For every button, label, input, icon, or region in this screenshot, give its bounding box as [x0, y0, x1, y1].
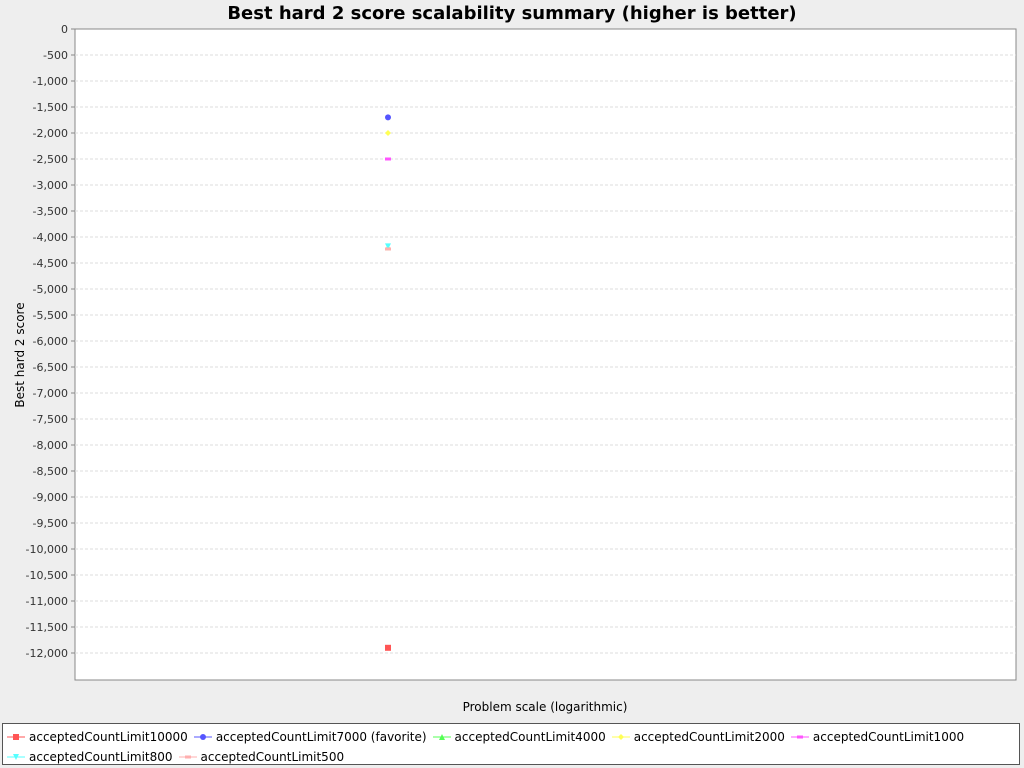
legend-item: acceptedCountLimit500	[178, 747, 345, 767]
y-tick-label: -7,000	[33, 387, 68, 400]
data-point	[385, 247, 391, 251]
data-point	[385, 157, 391, 161]
data-point	[385, 130, 391, 136]
y-tick-label: -10,500	[26, 569, 68, 582]
y-tick-label: -4,500	[33, 257, 68, 270]
y-tick-label: -6,500	[33, 361, 68, 374]
legend-swatch	[193, 734, 212, 740]
legend-item: acceptedCountLimit1000	[790, 727, 965, 747]
y-tick-label: -2,000	[33, 127, 68, 140]
legend-swatch	[611, 734, 630, 740]
y-tick-label: -5,500	[33, 309, 68, 322]
legend-item: acceptedCountLimit4000	[432, 727, 606, 747]
data-point	[385, 114, 391, 121]
y-tick-label: -3,500	[33, 205, 68, 218]
legend-item: acceptedCountLimit800	[7, 747, 173, 767]
legend-label: acceptedCountLimit4000	[454, 730, 606, 744]
legend-swatch	[790, 735, 809, 739]
legend-label: acceptedCountLimit1000	[812, 730, 965, 744]
legend-item: acceptedCountLimit2000	[611, 727, 785, 747]
y-tick-label: -8,500	[33, 465, 68, 478]
y-tick-label: -1,000	[33, 75, 68, 88]
y-tick-label: -1,500	[33, 101, 68, 114]
y-tick-label: -2,500	[33, 153, 68, 166]
y-tick-label: -11,500	[26, 621, 68, 634]
legend: acceptedCountLimit10000 acceptedCountLimi…	[2, 723, 1020, 765]
legend-swatch	[7, 754, 25, 760]
y-tick-label: -11,000	[26, 595, 68, 608]
data-point	[385, 644, 391, 651]
y-tick-label: -4,000	[33, 231, 68, 244]
y-axis-label: Best hard 2 score	[13, 302, 27, 407]
y-tick-label: -500	[43, 49, 68, 62]
y-tick-label: -6,000	[33, 335, 68, 348]
y-tick-label: -10,000	[26, 543, 68, 556]
legend-label: acceptedCountLimit2000	[633, 730, 785, 744]
x-axis-label: Problem scale (logarithmic)	[463, 700, 628, 714]
legend-item: acceptedCountLimit10000	[7, 727, 188, 747]
y-tick-label: -5,000	[33, 283, 68, 296]
y-axis-ticks: 0 -500 -1,000 -1,500 -2,000 -2,500 -3,000 -3,50…	[26, 23, 75, 660]
legend-item: acceptedCountLimit7000 (favorite)	[193, 727, 427, 747]
data-point	[385, 243, 391, 250]
legend-swatch	[7, 734, 25, 740]
data-points	[385, 114, 391, 651]
y-tick-label: 0	[61, 23, 68, 36]
y-tick-label: -12,000	[26, 647, 68, 660]
legend-label: acceptedCountLimit800	[29, 750, 173, 764]
legend-label: acceptedCountLimit10000	[29, 730, 188, 744]
legend-swatch	[432, 734, 451, 740]
plot-background	[74, 28, 1017, 681]
gridlines	[75, 54, 1016, 654]
y-tick-label: -8,000	[33, 439, 68, 452]
legend-label: acceptedCountLimit500	[200, 750, 345, 764]
legend-swatch	[178, 755, 197, 759]
y-tick-label: -9,500	[33, 517, 68, 530]
chart-area: 0 -500 -1,000 -1,500 -2,000 -2,500 -3,000 -3,50…	[13, 23, 1017, 714]
chart-title: Best hard 2 score scalability summary (h…	[227, 3, 797, 24]
y-tick-label: -9,000	[33, 491, 68, 504]
y-tick-label: -7,500	[33, 413, 68, 426]
y-tick-label: -3,000	[33, 179, 68, 192]
legend-label: acceptedCountLimit7000 (favorite)	[215, 730, 427, 744]
